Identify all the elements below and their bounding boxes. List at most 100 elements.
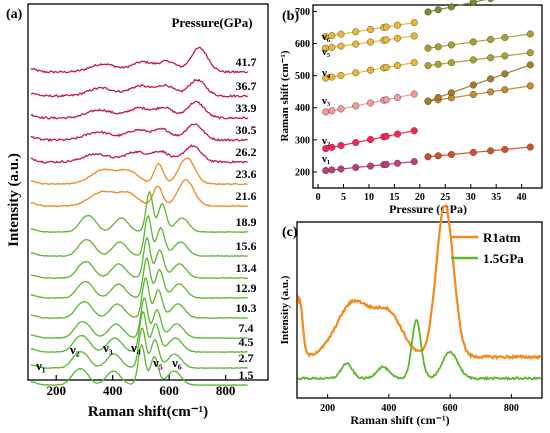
panel-b-ytick-label: 500: [295, 71, 310, 82]
panel-b-ticks: 0 5 10 15 20 25 30 35 40 200 300 400 500 600 700: [295, 7, 527, 203]
panel-b-point: [382, 23, 390, 31]
panel-b-fit-line: [427, 52, 531, 67]
panel-c-frame: [296, 221, 543, 399]
panel-b-point: [424, 97, 432, 105]
panel-a-pressure-label: 12.9: [236, 281, 257, 295]
panel-a-ylabel: Intensity (a.u.): [6, 153, 22, 247]
panel-a-legend-title: Pressure(GPa): [171, 15, 252, 30]
panel-b-point: [393, 93, 401, 101]
panel-a-xtick-label: 200: [46, 383, 66, 398]
panel-b-mode-label: ν₄: [321, 67, 331, 79]
panel-b-point: [447, 3, 455, 11]
panel-b-point: [410, 32, 418, 40]
panel-a-pressure-label: 33.9: [236, 101, 257, 115]
panel-b-point: [352, 69, 360, 77]
panel-b-xtick-label: 5: [341, 192, 346, 203]
panel-c-xtick-label: 400: [381, 403, 396, 414]
panel-b-point: [337, 42, 345, 50]
panel-a-spectrum-1.5: [30, 344, 248, 387]
panel-b-point: [424, 8, 432, 16]
panel-b-point: [526, 143, 534, 151]
panel-b-label: (b): [282, 9, 299, 24]
panel-b-point: [447, 59, 455, 67]
panel-b-point: [352, 28, 360, 36]
panel-a-spectrum-12.9: [30, 257, 248, 299]
panel-b-point: [501, 34, 509, 42]
panel-b-point: [382, 63, 390, 71]
panel-c-spectrum-orange: [297, 203, 542, 361]
panel-a-mode-labels: ν₁ ν₂ ν₃ ν₄ ν₅ ν₆: [35, 340, 182, 373]
panel-b-point: [526, 30, 534, 38]
panel-b-point: [382, 132, 390, 140]
panel-b-point: [367, 66, 375, 74]
panel-b-point: [501, 86, 509, 94]
panel-b-xtick-label: 15: [389, 192, 399, 203]
panel-b-point: [328, 107, 336, 115]
panel-b-point: [328, 32, 336, 40]
panel-b-point: [393, 61, 401, 69]
panel-b-mode-labels: ν₆ ν₅ ν₄ ν₃ ν₂ ν₁: [321, 31, 331, 165]
panel-b-point: [352, 139, 360, 147]
panel-b-point: [410, 158, 418, 166]
panel-b-ytick-label: 300: [295, 135, 310, 146]
panel-a-mode-label: ν₅: [152, 355, 163, 370]
panel-a-pressure-labels: 41.7 36.7 33.9 30.5 26.2 23.6 21.6 18.9 15.6 13.4…: [236, 55, 257, 382]
panel-a-pressure-label: 41.7: [236, 55, 257, 69]
panel-b-xtick-label: 30: [466, 192, 476, 203]
panel-b-xtick-label: 0: [316, 192, 321, 203]
panel-b-point: [352, 102, 360, 110]
panel-a-pressure-label: 23.6: [236, 167, 257, 181]
panel-b-mode-label: ν₃: [321, 95, 331, 107]
panel-b-fit-line: [427, 64, 531, 102]
panel-a-mode-label: ν₆: [171, 355, 182, 370]
panel-b-point: [367, 136, 375, 144]
panel-b-point: [337, 30, 345, 38]
panel-b-point: [526, 82, 534, 90]
panel-b-point: [410, 19, 418, 27]
panel-b-point: [469, 148, 477, 156]
panel-a-pressure-label: 15.6: [236, 239, 257, 253]
panel-b-point: [382, 160, 390, 168]
panel-a-spectrum-26.2: [30, 144, 248, 164]
panel-b-point: [434, 60, 442, 68]
panel-b-point: [367, 162, 375, 170]
panel-a-spectra: [30, 46, 249, 387]
panel-b-mode-label: ν₅: [321, 46, 331, 58]
panel-a-spectrum-15.6: [30, 214, 248, 257]
panel-c-label: (c): [282, 225, 298, 240]
panel-b-mode-label: ν₁: [321, 153, 330, 165]
panel-b-fit-line: [427, 33, 531, 49]
panel-a-spectrum-7.4: [30, 297, 248, 340]
panel-a-spectrum-30.5: [30, 123, 248, 143]
panel-b-fit-line: [427, 146, 531, 158]
panel-b-fit-line: [427, 85, 531, 102]
panel-b-xtick-label: 35: [491, 192, 501, 203]
panel-c-legend-label: 1.5GPa: [483, 251, 524, 266]
panel-b-point: [410, 127, 418, 135]
panel-b-point: [469, 0, 477, 6]
panel-b-point: [410, 90, 418, 98]
panel-b-point: [469, 91, 477, 99]
panel-a-xtick-label: 600: [159, 383, 179, 398]
panel-b-ytick-label: 400: [295, 103, 310, 114]
panel-b-point: [469, 56, 477, 64]
panel-b-point: [487, 88, 495, 96]
panel-c-spectrum-green: [297, 318, 542, 381]
panel-b-point: [393, 130, 401, 138]
panel-a-xlabel: Raman shift(cm⁻¹): [88, 404, 208, 420]
panel-a-pressure-label: 1.5: [239, 368, 254, 382]
panel-b-point: [526, 61, 534, 69]
panel-c-ticks: 200 400 600 800: [320, 394, 519, 414]
panel-b-mode-label: ν₂: [321, 135, 331, 147]
panel-a-frame: [27, 3, 269, 381]
panel-c: (c) Raman shift (cm⁻¹) Intensity (a.u.) …: [279, 203, 543, 427]
panel-a-spectrum-10.3: [30, 277, 248, 320]
panel-a: (a) Raman shift(cm⁻¹) Intensity (a.u.) P…: [6, 3, 269, 420]
panel-c-xlabel: Raman shift (cm⁻¹): [350, 413, 449, 427]
panel-b-mode-label: ν₆: [321, 31, 331, 43]
panel-b-point: [393, 34, 401, 42]
panel-b-frame: [312, 4, 543, 189]
panel-b-point: [410, 58, 418, 66]
panel-b-series: [322, 0, 534, 175]
